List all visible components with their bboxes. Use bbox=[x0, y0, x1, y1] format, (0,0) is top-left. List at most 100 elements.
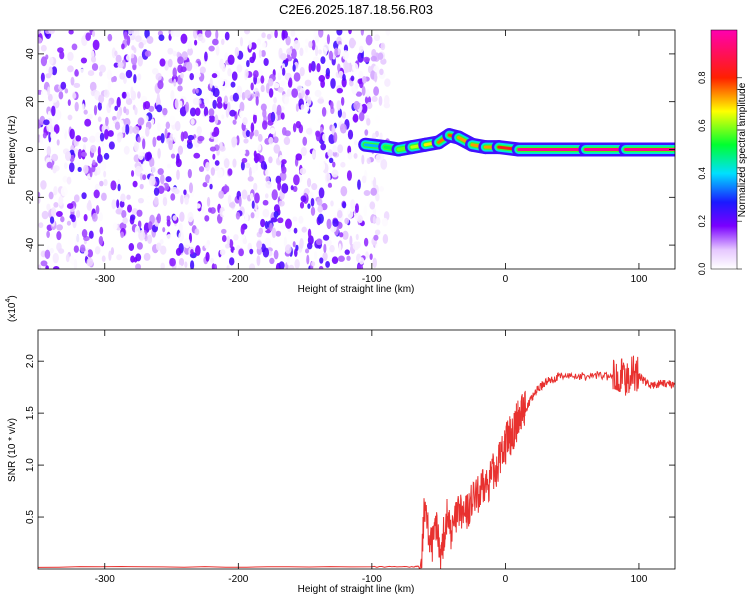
noise-blob bbox=[232, 119, 237, 125]
noise-blob bbox=[371, 95, 378, 102]
noise-blob bbox=[159, 58, 166, 67]
noise-blob bbox=[40, 260, 48, 267]
noise-blob bbox=[207, 132, 211, 139]
noise-blob bbox=[221, 38, 225, 45]
noise-blob bbox=[307, 228, 312, 238]
noise-blob bbox=[342, 50, 349, 61]
noise-blob bbox=[160, 262, 165, 269]
noise-blob bbox=[117, 183, 121, 192]
noise-blob bbox=[42, 132, 47, 139]
noise-blob bbox=[338, 70, 344, 79]
noise-blob bbox=[208, 108, 215, 117]
noise-blob bbox=[326, 172, 330, 182]
noise-blob bbox=[344, 260, 351, 269]
noise-blob bbox=[97, 116, 102, 123]
noise-blob bbox=[327, 149, 333, 158]
noise-blob bbox=[90, 56, 97, 63]
noise-blob bbox=[369, 201, 376, 210]
noise-blob bbox=[252, 109, 260, 116]
noise-blob bbox=[50, 207, 57, 218]
noise-blob bbox=[138, 41, 144, 49]
snr-y-tick-label: 1.0 bbox=[25, 458, 36, 472]
noise-blob bbox=[263, 57, 269, 67]
noise-blob bbox=[353, 139, 358, 146]
noise-blob bbox=[147, 221, 153, 230]
noise-blob bbox=[147, 234, 153, 245]
noise-blob bbox=[38, 195, 41, 204]
noise-blob bbox=[123, 31, 128, 40]
noise-blob bbox=[121, 209, 127, 219]
noise-blob bbox=[121, 43, 125, 50]
noise-blob bbox=[94, 246, 101, 255]
noise-blob bbox=[344, 217, 350, 225]
noise-blob bbox=[292, 64, 296, 72]
noise-blob bbox=[308, 40, 313, 49]
noise-blob bbox=[294, 248, 298, 257]
noise-blob bbox=[257, 133, 263, 142]
noise-blob bbox=[73, 245, 79, 253]
noise-blob bbox=[227, 194, 232, 205]
noise-blob bbox=[62, 126, 66, 134]
noise-blob bbox=[178, 257, 185, 267]
noise-blob bbox=[311, 150, 316, 159]
noise-blob bbox=[227, 54, 235, 66]
noise-blob bbox=[318, 187, 325, 199]
noise-blob bbox=[280, 224, 286, 230]
noise-blob bbox=[271, 189, 278, 201]
noise-blob bbox=[290, 30, 296, 37]
noise-blob bbox=[241, 189, 248, 200]
svg-text:(x104): (x104) bbox=[5, 295, 18, 322]
noise-blob bbox=[213, 136, 219, 143]
spectrogram-y-tick-label: 40 bbox=[25, 48, 36, 60]
noise-blob bbox=[370, 187, 378, 196]
noise-blob bbox=[89, 167, 93, 178]
noise-blob bbox=[371, 48, 377, 58]
noise-blob bbox=[125, 54, 132, 61]
noise-blob bbox=[260, 75, 265, 84]
snr-x-tick-label: 100 bbox=[631, 574, 648, 585]
noise-blob bbox=[244, 30, 251, 35]
noise-blob bbox=[98, 71, 103, 77]
snr-y-axis-label: SNR (10 * v/v) bbox=[7, 418, 18, 482]
noise-blob bbox=[187, 168, 192, 179]
noise-blob bbox=[40, 180, 47, 190]
noise-blob bbox=[49, 57, 54, 65]
noise-blob bbox=[174, 30, 181, 38]
noise-blob bbox=[327, 182, 333, 188]
noise-blob bbox=[245, 130, 251, 138]
noise-blob bbox=[172, 215, 177, 221]
noise-blob bbox=[253, 83, 260, 94]
noise-blob bbox=[93, 189, 100, 199]
noise-blob bbox=[198, 166, 205, 173]
noise-blob bbox=[172, 131, 178, 142]
noise-blob bbox=[119, 119, 124, 128]
noise-blob bbox=[293, 227, 298, 234]
noise-blob bbox=[99, 161, 107, 171]
noise-blob bbox=[273, 249, 279, 260]
noise-blob bbox=[285, 35, 291, 46]
noise-blob bbox=[268, 156, 273, 164]
noise-blob bbox=[204, 51, 208, 62]
noise-blob bbox=[223, 158, 230, 169]
noise-blob bbox=[366, 101, 373, 110]
noise-blob bbox=[317, 118, 323, 124]
noise-blob bbox=[144, 50, 152, 57]
noise-blob bbox=[208, 45, 215, 52]
noise-blob bbox=[93, 104, 98, 116]
noise-blob bbox=[293, 72, 301, 82]
noise-blob bbox=[358, 257, 365, 265]
noise-blob bbox=[210, 257, 215, 264]
noise-blob bbox=[210, 167, 216, 176]
noise-blob bbox=[157, 148, 161, 159]
noise-blob bbox=[340, 161, 346, 168]
noise-blob bbox=[358, 45, 364, 54]
noise-blob bbox=[366, 117, 371, 126]
noise-blob bbox=[352, 62, 359, 72]
noise-blob bbox=[169, 257, 176, 267]
colorbar-label: Normalized spectral amplitude bbox=[737, 82, 748, 217]
noise-blob bbox=[178, 100, 183, 108]
noise-blob bbox=[223, 185, 230, 193]
noise-blob bbox=[216, 96, 223, 104]
noise-blob bbox=[172, 67, 177, 78]
noise-blob bbox=[286, 88, 292, 97]
